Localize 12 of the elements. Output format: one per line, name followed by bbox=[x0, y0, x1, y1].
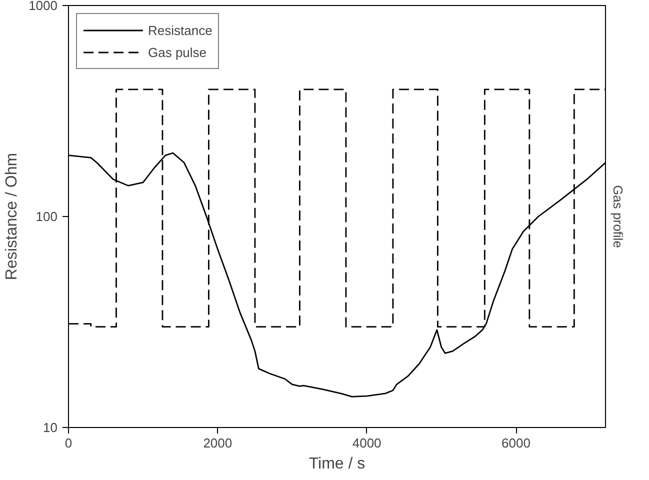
x-axis-title: Time / s bbox=[308, 456, 366, 472]
x-tick-label: 2000 bbox=[203, 436, 232, 450]
y-tick-label: 1000 bbox=[28, 0, 58, 13]
legend-label: Resistance bbox=[148, 22, 212, 38]
x-tick-label: 0 bbox=[64, 436, 72, 450]
x-tick-label: 6000 bbox=[502, 436, 530, 450]
x-tick-label: 4000 bbox=[352, 436, 382, 450]
y2-axis-title: Gas profile bbox=[610, 185, 626, 248]
legend-label: Gas pulse bbox=[148, 44, 207, 60]
y-tick-label: 10 bbox=[43, 420, 58, 435]
y-tick-label: 100 bbox=[36, 209, 58, 224]
y-axis-title: Resistance / Ohm bbox=[4, 152, 21, 280]
